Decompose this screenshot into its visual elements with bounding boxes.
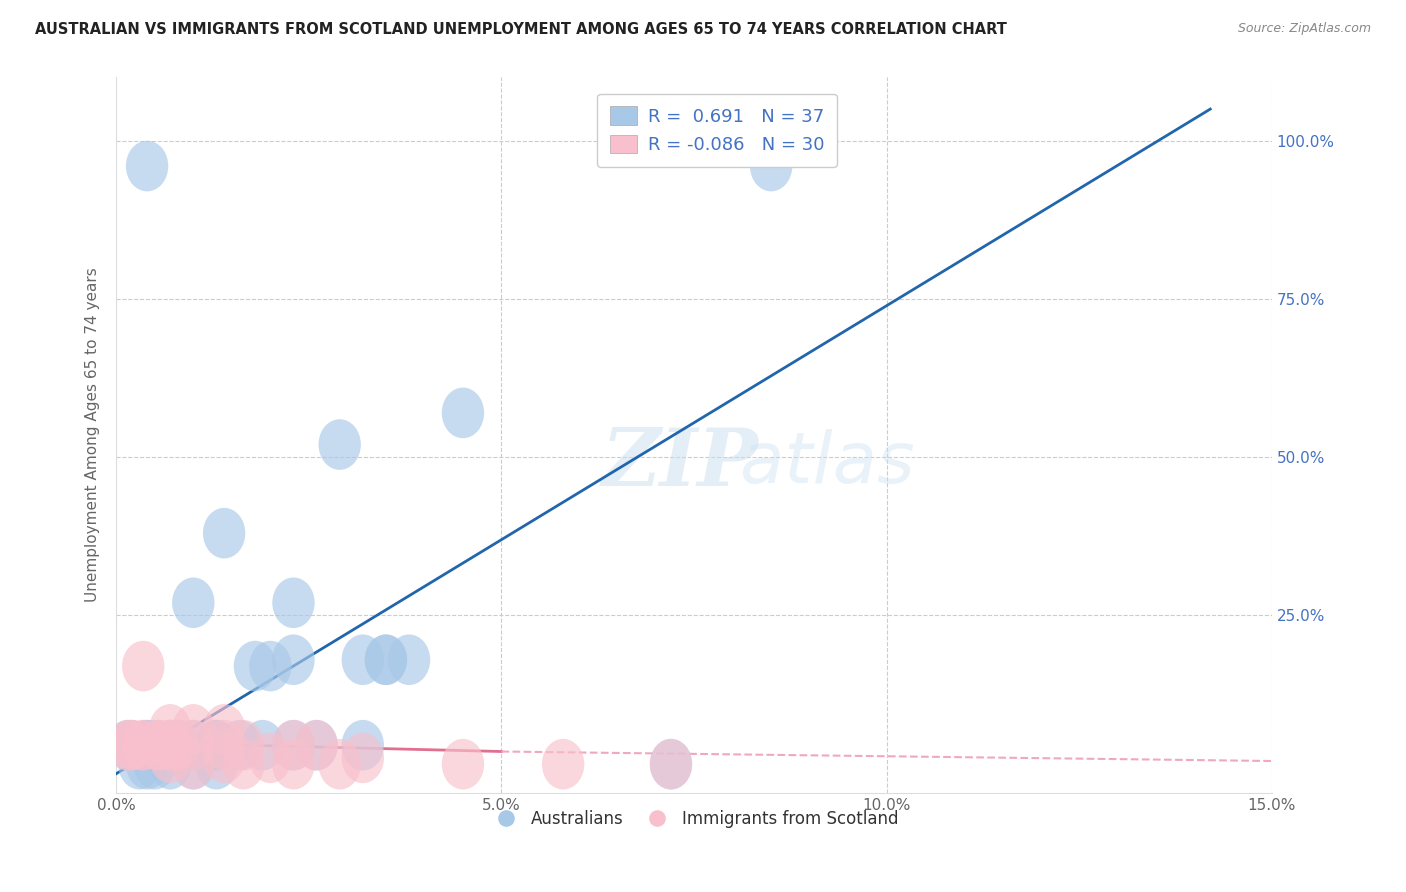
Ellipse shape	[202, 704, 245, 755]
Ellipse shape	[233, 640, 276, 691]
Ellipse shape	[149, 739, 191, 789]
Ellipse shape	[319, 419, 361, 470]
Ellipse shape	[273, 739, 315, 789]
Ellipse shape	[202, 720, 245, 771]
Ellipse shape	[156, 720, 200, 771]
Ellipse shape	[134, 739, 176, 789]
Ellipse shape	[122, 640, 165, 691]
Ellipse shape	[202, 508, 245, 558]
Legend: Australians, Immigrants from Scotland: Australians, Immigrants from Scotland	[482, 803, 905, 834]
Ellipse shape	[650, 739, 692, 789]
Ellipse shape	[222, 739, 264, 789]
Ellipse shape	[650, 739, 692, 789]
Ellipse shape	[122, 720, 165, 771]
Ellipse shape	[273, 720, 315, 771]
Ellipse shape	[364, 634, 408, 685]
Ellipse shape	[149, 720, 191, 771]
Ellipse shape	[195, 720, 238, 771]
Ellipse shape	[156, 720, 200, 771]
Ellipse shape	[127, 720, 169, 771]
Text: ZIP: ZIP	[602, 425, 758, 502]
Ellipse shape	[127, 739, 169, 789]
Ellipse shape	[127, 141, 169, 192]
Text: AUSTRALIAN VS IMMIGRANTS FROM SCOTLAND UNEMPLOYMENT AMONG AGES 65 TO 74 YEARS CO: AUSTRALIAN VS IMMIGRANTS FROM SCOTLAND U…	[35, 22, 1007, 37]
Ellipse shape	[149, 720, 191, 771]
Ellipse shape	[342, 720, 384, 771]
Ellipse shape	[107, 720, 149, 771]
Ellipse shape	[218, 720, 260, 771]
Text: atlas: atlas	[602, 429, 914, 498]
Ellipse shape	[295, 720, 337, 771]
Ellipse shape	[172, 720, 215, 771]
Ellipse shape	[342, 732, 384, 783]
Ellipse shape	[149, 732, 191, 783]
Ellipse shape	[138, 720, 180, 771]
Ellipse shape	[122, 720, 165, 771]
Ellipse shape	[541, 739, 585, 789]
Ellipse shape	[127, 720, 169, 771]
Ellipse shape	[441, 739, 484, 789]
Ellipse shape	[222, 720, 264, 771]
Ellipse shape	[242, 720, 284, 771]
Ellipse shape	[249, 732, 291, 783]
Ellipse shape	[107, 720, 149, 771]
Ellipse shape	[202, 732, 245, 783]
Ellipse shape	[149, 720, 191, 771]
Ellipse shape	[364, 634, 408, 685]
Text: Source: ZipAtlas.com: Source: ZipAtlas.com	[1237, 22, 1371, 36]
Ellipse shape	[249, 640, 291, 691]
Ellipse shape	[273, 577, 315, 628]
Ellipse shape	[172, 720, 215, 771]
Ellipse shape	[195, 720, 238, 771]
Ellipse shape	[195, 739, 238, 789]
Ellipse shape	[388, 634, 430, 685]
Ellipse shape	[172, 704, 215, 755]
Ellipse shape	[319, 739, 361, 789]
Ellipse shape	[273, 634, 315, 685]
Ellipse shape	[118, 739, 160, 789]
Ellipse shape	[149, 704, 191, 755]
Ellipse shape	[138, 720, 180, 771]
Ellipse shape	[111, 720, 153, 771]
Ellipse shape	[134, 720, 176, 771]
Ellipse shape	[295, 720, 337, 771]
Ellipse shape	[172, 739, 215, 789]
Ellipse shape	[273, 720, 315, 771]
Ellipse shape	[749, 141, 793, 192]
Ellipse shape	[111, 720, 153, 771]
Ellipse shape	[111, 720, 153, 771]
Ellipse shape	[342, 634, 384, 685]
Ellipse shape	[441, 388, 484, 438]
Ellipse shape	[172, 739, 215, 789]
Y-axis label: Unemployment Among Ages 65 to 74 years: Unemployment Among Ages 65 to 74 years	[86, 268, 100, 602]
Ellipse shape	[149, 720, 191, 771]
Ellipse shape	[172, 577, 215, 628]
